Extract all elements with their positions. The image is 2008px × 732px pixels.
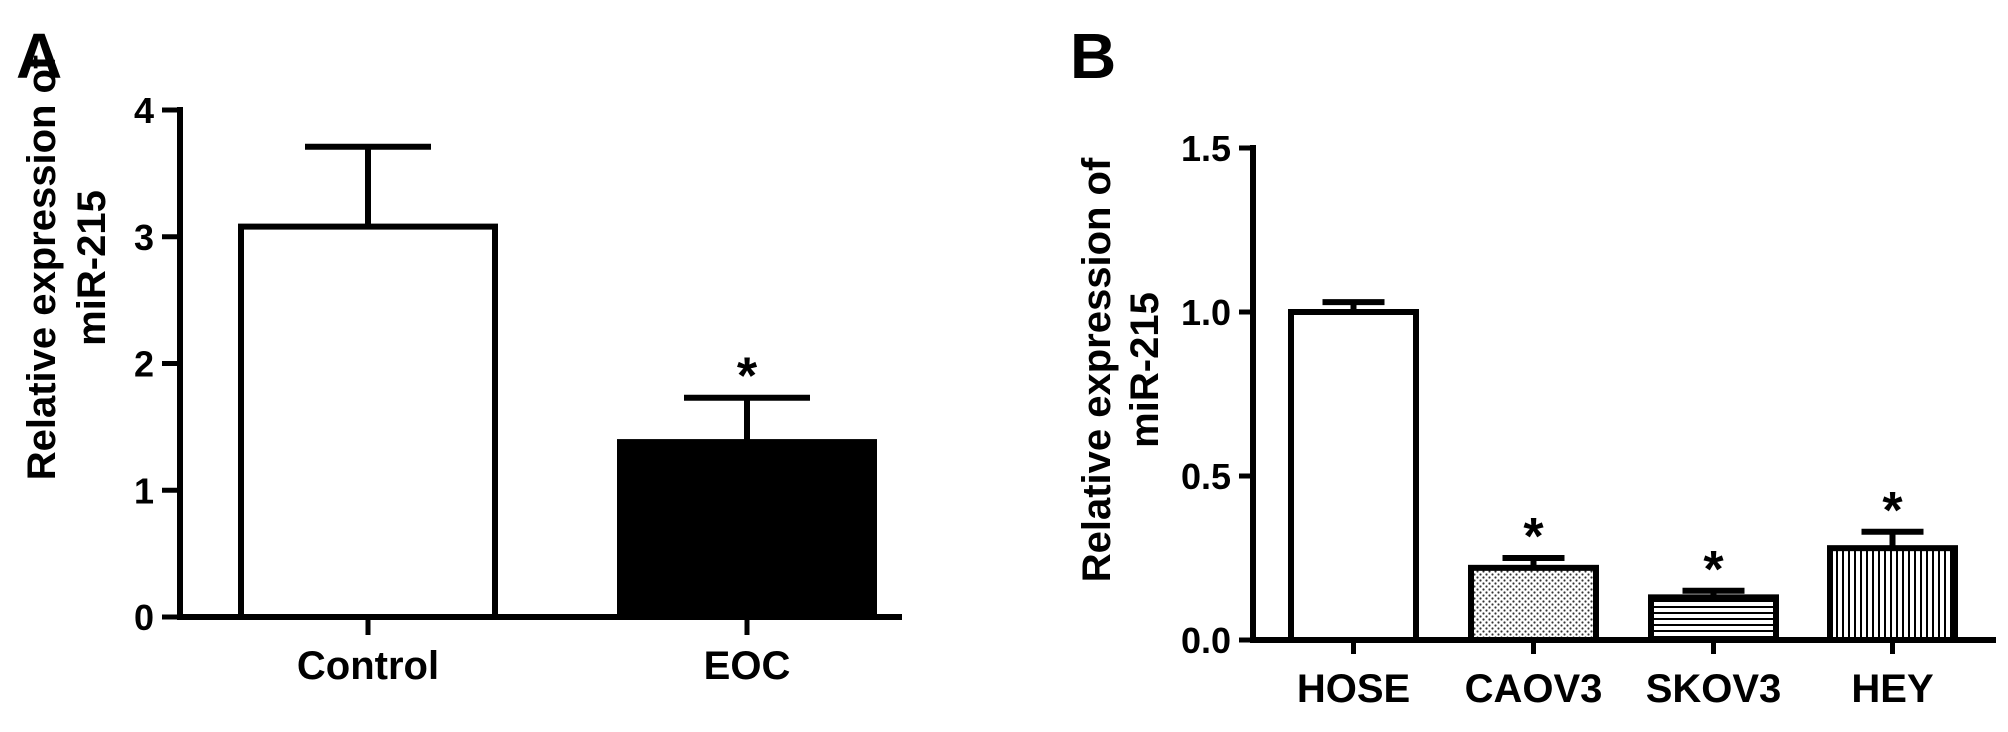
- panel-a-y-tick-label: 1: [134, 470, 154, 511]
- panel-b-ylabel-line2: miR-215: [1123, 292, 1167, 448]
- panel-a-category-label: EOC: [704, 644, 791, 688]
- panel-b-letter: B: [1070, 20, 1116, 92]
- panel-b-bar: [1827, 545, 1958, 643]
- panel-a-y-tick-label: 0: [134, 597, 154, 638]
- panel-b-significance-marker: *: [1523, 508, 1544, 566]
- panel-b-y-tick-label: 1.5: [1181, 128, 1231, 169]
- panel-a-y-tick-label: 4: [134, 90, 154, 131]
- panel-a-bar: [238, 223, 498, 621]
- panel-b-category-label: SKOV3: [1646, 667, 1782, 711]
- panel-a-letter: A: [16, 20, 62, 92]
- panel-a-y-tick-label: 2: [134, 344, 154, 385]
- panel-a-ylabel-line2: miR-215: [70, 190, 114, 346]
- panel-b-category-label: HOSE: [1297, 667, 1410, 711]
- panel-a-bar: [617, 439, 877, 620]
- panel-b-ylabel-line1: Relative expression of: [1075, 157, 1119, 582]
- panel-a-y-tick-label: 3: [134, 217, 154, 258]
- panel-b-significance-marker: *: [1703, 541, 1724, 599]
- panel-a-category-label: Control: [297, 644, 439, 688]
- panel-b-y-tick-label: 1.0: [1181, 292, 1231, 333]
- panel-b-bar: [1288, 309, 1419, 643]
- panel-b-y-tick-label: 0.0: [1181, 620, 1231, 661]
- panel-b-y-tick-label: 0.5: [1181, 456, 1231, 497]
- panel-b-bar: [1468, 564, 1599, 644]
- panel-b-significance-marker: *: [1882, 482, 1903, 540]
- panel-b-category-label: CAOV3: [1465, 667, 1603, 711]
- panel-a: A Relative expression of miR-215 0 1 2 3 4 Co…: [16, 20, 902, 688]
- panel-b-category-label: HEY: [1851, 667, 1934, 711]
- panel-b: B Relative expression of miR-215 0.0 0.5 1…: [1070, 20, 1996, 711]
- panel-a-significance-marker: *: [737, 348, 758, 406]
- panel-a-ylabel-line1: Relative expression of: [20, 55, 64, 480]
- panel-b-bar: [1648, 594, 1779, 643]
